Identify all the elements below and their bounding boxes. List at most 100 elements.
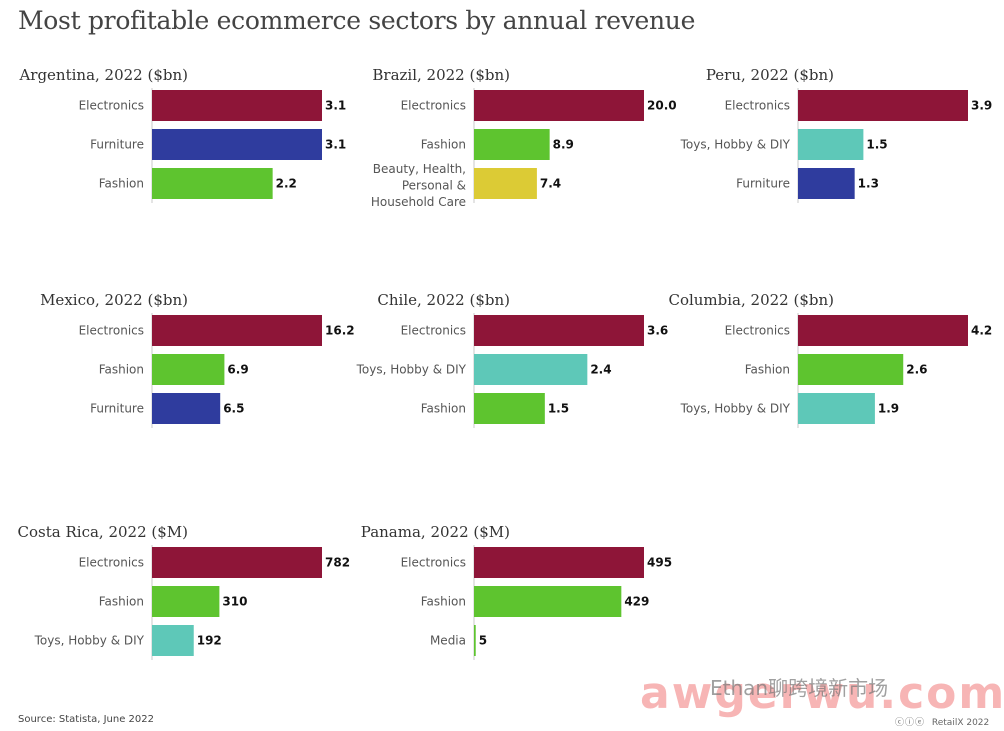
category-label: Electronics bbox=[401, 556, 466, 570]
value-label: 782 bbox=[325, 556, 350, 570]
value-label: 1.3 bbox=[858, 177, 879, 191]
bar-beauty bbox=[474, 168, 537, 199]
bar-fashion bbox=[798, 354, 904, 385]
bar-fashion bbox=[474, 129, 550, 160]
chart-panel-panama: Panama, 2022 ($M) Electronics 495 Fashion 4… bbox=[322, 523, 672, 673]
bar-chart-brazil: Electronics 20.0 Fashion 8.9 Beauty, Health,… bbox=[371, 88, 677, 209]
category-label: Electronics bbox=[79, 556, 144, 570]
value-label: 1.5 bbox=[866, 138, 887, 152]
category-label: Electronics bbox=[401, 99, 466, 113]
category-label: Furniture bbox=[90, 402, 144, 416]
category-label: Furniture bbox=[90, 138, 144, 152]
brand-label: RetailX 2022 bbox=[931, 718, 990, 728]
bar-furniture bbox=[152, 129, 322, 160]
value-label: 3.1 bbox=[325, 99, 346, 113]
category-label: Media bbox=[430, 634, 466, 648]
bar-chart-chile: Electronics 3.6 Toys, Hobby & DIY 2.4 Fashio… bbox=[356, 313, 668, 428]
value-label: 495 bbox=[647, 556, 672, 570]
value-label: 8.9 bbox=[553, 138, 574, 152]
watermark: awgerwu.com Ethan聊跨境新市场 bbox=[640, 668, 1004, 719]
value-label: 6.9 bbox=[227, 363, 248, 377]
bar-toys bbox=[798, 129, 864, 160]
bar-fashion bbox=[474, 586, 622, 617]
bar-toys bbox=[474, 354, 588, 385]
value-label: 1.9 bbox=[878, 402, 899, 416]
value-label: 3.6 bbox=[647, 324, 668, 338]
watermark-subtext: Ethan聊跨境新市场 bbox=[710, 676, 889, 700]
value-label: 5 bbox=[479, 634, 487, 648]
chart-panel-columbia: Columbia, 2022 ($bn) Electronics 4.2 Fashi… bbox=[646, 291, 992, 441]
category-label: Furniture bbox=[736, 177, 790, 191]
bar-furniture bbox=[152, 393, 221, 424]
category-label: Electronics bbox=[79, 99, 144, 113]
category-label: Fashion bbox=[99, 177, 144, 191]
category-label: Fashion bbox=[745, 363, 790, 377]
value-label: 2.2 bbox=[276, 177, 297, 191]
value-label: 6.5 bbox=[223, 402, 244, 416]
bar-toys bbox=[798, 393, 875, 424]
value-label: 20.0 bbox=[647, 99, 677, 113]
category-label: Toys, Hobby & DIY bbox=[34, 634, 145, 648]
category-label: Beauty, Health, Personal & Household Care bbox=[371, 162, 466, 209]
category-label: Toys, Hobby & DIY bbox=[680, 402, 791, 416]
bar-chart-peru: Electronics 3.9 Toys, Hobby & DIY 1.5 Furnit… bbox=[680, 88, 992, 203]
bar-fashion bbox=[152, 354, 225, 385]
bar-media bbox=[474, 625, 476, 656]
bar-toys bbox=[152, 625, 194, 656]
bar-electronics bbox=[474, 547, 644, 578]
value-label: 3.1 bbox=[325, 138, 346, 152]
chart-panel-peru: Peru, 2022 ($bn) Electronics 3.9 Toys, Hob… bbox=[646, 66, 992, 216]
bar-electronics bbox=[474, 90, 644, 121]
value-label: 3.9 bbox=[971, 99, 992, 113]
category-label: Fashion bbox=[421, 402, 466, 416]
bar-fashion bbox=[474, 393, 545, 424]
category-label: Electronics bbox=[725, 324, 790, 338]
bar-chart-columbia: Electronics 4.2 Fashion 2.6 Toys, Hobby & DI… bbox=[680, 313, 992, 428]
chart-panel-argentina: Argentina, 2022 ($bn) Electronics 3.1 Furn… bbox=[0, 66, 346, 216]
bar-electronics bbox=[152, 547, 322, 578]
bar-electronics bbox=[798, 315, 968, 346]
bar-fashion bbox=[152, 586, 220, 617]
chart-panel-mexico: Mexico, 2022 ($bn) Electronics 16.2 Fashio… bbox=[0, 291, 355, 441]
panel-title: Chile, 2022 ($bn) bbox=[377, 291, 510, 309]
value-label: 4.2 bbox=[971, 324, 992, 338]
source-note: Source: Statista, June 2022 bbox=[18, 714, 155, 725]
bar-chart-argentina: Electronics 3.1 Furniture 3.1 Fashion 2.2 bbox=[79, 88, 346, 203]
value-label: 310 bbox=[222, 595, 247, 609]
creative-commons-icon: ⓒⓘⓔ bbox=[895, 718, 926, 728]
bar-electronics bbox=[152, 90, 322, 121]
category-label: Toys, Hobby & DIY bbox=[356, 363, 467, 377]
category-label: Fashion bbox=[421, 138, 466, 152]
panel-title: Costa Rica, 2022 ($M) bbox=[17, 523, 188, 541]
category-label: Electronics bbox=[725, 99, 790, 113]
category-label: Fashion bbox=[99, 595, 144, 609]
chart-panel-costa-rica: Costa Rica, 2022 ($M) Electronics 782 Fash… bbox=[0, 523, 350, 673]
watermark-text: awgerwu.com bbox=[640, 668, 1004, 719]
value-label: 429 bbox=[624, 595, 649, 609]
bar-chart-mexico: Electronics 16.2 Fashion 6.9 Furniture 6.5 bbox=[79, 313, 355, 428]
value-label: 1.5 bbox=[548, 402, 569, 416]
value-label: 7.4 bbox=[540, 177, 561, 191]
panel-title: Brazil, 2022 ($bn) bbox=[372, 66, 510, 84]
category-label: Fashion bbox=[99, 363, 144, 377]
bar-chart-costa-rica: Electronics 782 Fashion 310 Toys, Hobby & DI… bbox=[34, 545, 350, 660]
value-label: 192 bbox=[197, 634, 222, 648]
brand-footer: ⓒⓘⓔ RetailX 2022 bbox=[895, 715, 989, 728]
panel-title: Panama, 2022 ($M) bbox=[360, 523, 510, 541]
value-label: 16.2 bbox=[325, 324, 355, 338]
bar-fashion bbox=[152, 168, 273, 199]
category-label: Fashion bbox=[421, 595, 466, 609]
bar-chart-panama: Electronics 495 Fashion 429 Media 5 bbox=[401, 545, 672, 660]
chart-panel-brazil: Brazil, 2022 ($bn) Electronics 20.0 Fashio… bbox=[322, 66, 677, 216]
panel-title: Peru, 2022 ($bn) bbox=[705, 66, 834, 84]
category-label: Electronics bbox=[79, 324, 144, 338]
panel-title: Columbia, 2022 ($bn) bbox=[668, 291, 834, 309]
bar-electronics bbox=[474, 315, 644, 346]
category-label: Toys, Hobby & DIY bbox=[680, 138, 791, 152]
chart-title: Most profitable ecommerce sectors by ann… bbox=[18, 6, 696, 35]
value-label: 2.6 bbox=[906, 363, 927, 377]
panel-title: Mexico, 2022 ($bn) bbox=[40, 291, 188, 309]
bar-furniture bbox=[798, 168, 855, 199]
bar-electronics bbox=[798, 90, 968, 121]
chart-panel-chile: Chile, 2022 ($bn) Electronics 3.6 Toys, Ho… bbox=[322, 291, 668, 441]
